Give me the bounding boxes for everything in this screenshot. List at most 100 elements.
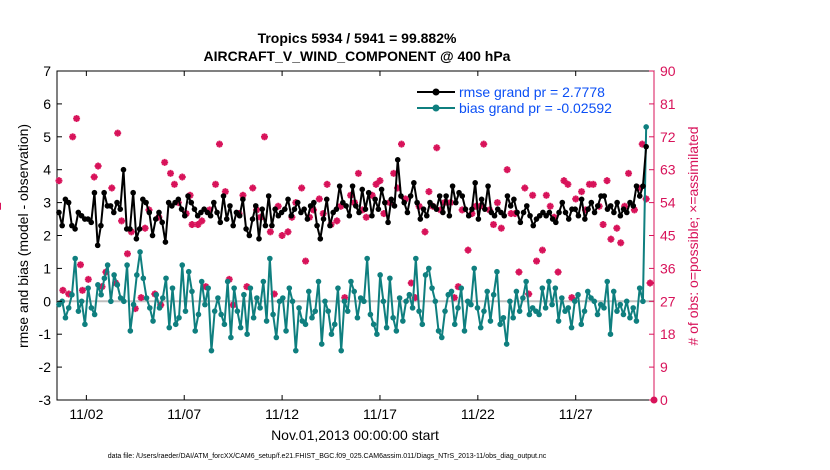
bias-point <box>403 298 409 305</box>
rmse-point <box>236 212 243 219</box>
rmse-point <box>214 209 220 216</box>
rmse-point <box>259 206 266 212</box>
bias-point <box>571 298 578 305</box>
bias-point <box>62 314 69 321</box>
y-left-tick-label: 1 <box>43 260 51 276</box>
obs-count-marker <box>529 191 537 199</box>
y-axis-right-label: # of obs: o=possible; ×=assimilated <box>685 126 701 345</box>
obs-count-marker <box>546 202 554 210</box>
bias-point <box>270 311 276 318</box>
rmse-point <box>246 232 253 239</box>
rmse-point <box>207 212 214 219</box>
rmse-point <box>320 216 327 222</box>
bias-point <box>448 288 455 295</box>
rmse-point <box>527 212 533 219</box>
y-axis-left-ticks: -3 -2 -1 0 1 2 3 4 5 6 7 <box>39 63 62 408</box>
bias-point <box>283 328 289 334</box>
rmse-point <box>356 209 362 216</box>
rmse-point <box>240 196 246 203</box>
bias-point <box>318 341 325 347</box>
obs-count-marker <box>397 140 405 148</box>
y-right-tick-label: 18 <box>660 326 676 342</box>
bias-point <box>484 288 491 295</box>
bias-point <box>322 298 328 305</box>
rmse-point <box>572 206 578 212</box>
legend: rmse grand pr = 2.7778 bias grand pr = -… <box>417 84 612 116</box>
rmse-point <box>294 199 301 206</box>
y-left-tick-label: 2 <box>43 228 51 244</box>
rmse-point <box>88 219 95 226</box>
legend-bias-label: bias grand pr = -0.02592 <box>459 100 612 116</box>
obs-count-marker <box>493 199 501 207</box>
bias-point <box>627 314 633 321</box>
bias-point <box>383 324 390 331</box>
obs-count-marker <box>333 217 341 225</box>
rmse-point <box>136 226 143 232</box>
bias-point <box>189 288 195 295</box>
y-right-tick-label: 27 <box>660 293 676 309</box>
rmse-point <box>582 216 588 222</box>
rmse-point <box>98 222 104 229</box>
rmse-point <box>185 193 191 199</box>
obs-count-marker <box>613 224 621 232</box>
rmse-point <box>362 206 369 212</box>
obs-count-marker <box>118 217 126 225</box>
bias-point <box>289 298 296 305</box>
rmse-point <box>378 186 385 193</box>
bias-point <box>202 301 208 308</box>
bias-point <box>78 298 85 305</box>
obs-count-marker <box>161 158 169 166</box>
bias-point <box>247 285 254 291</box>
bias-point <box>354 314 361 321</box>
bias-point <box>607 331 614 338</box>
bias-point <box>435 328 442 334</box>
rmse-point <box>504 193 511 199</box>
bias-point <box>497 321 503 328</box>
rmse-point <box>327 222 333 229</box>
bias-point <box>422 272 429 278</box>
rmse-point <box>272 206 278 212</box>
obs-count-marker <box>458 206 466 214</box>
rmse-point <box>507 203 514 209</box>
rmse-point <box>414 199 420 206</box>
bias-point <box>267 255 273 262</box>
bias-point <box>429 285 435 291</box>
bias-point <box>244 331 250 338</box>
bias-point <box>594 311 601 318</box>
rmse-point <box>91 189 98 196</box>
bias-point <box>380 298 387 305</box>
bias-point <box>542 305 549 311</box>
rmse-point <box>120 166 127 173</box>
bias-point <box>620 311 627 318</box>
rmse-point <box>462 206 469 212</box>
rmse-point <box>375 206 382 212</box>
bias-point <box>159 295 166 301</box>
obs-count-marker <box>425 188 433 196</box>
bias-point <box>636 285 643 291</box>
obs-count-marker <box>73 115 81 123</box>
plot-area <box>56 70 655 401</box>
rmse-point <box>643 143 649 150</box>
rmse-point <box>556 209 562 216</box>
rmse-point <box>314 222 320 229</box>
bias-point <box>104 262 111 268</box>
rmse-point <box>607 203 614 209</box>
bias-point <box>364 255 370 262</box>
rmse-point <box>585 206 591 212</box>
bias-point <box>163 275 169 282</box>
rmse-point <box>162 239 169 245</box>
y-left-tick-label: 6 <box>43 96 51 112</box>
bias-point <box>325 308 332 314</box>
obs-count-marker <box>55 177 63 185</box>
bias-point <box>263 318 270 324</box>
rmse-point <box>382 199 388 206</box>
rmse-point <box>417 216 424 222</box>
rmse-point <box>394 157 401 163</box>
obs-count-marker <box>542 191 550 199</box>
rmse-point <box>478 196 485 203</box>
bias-point <box>91 311 98 318</box>
bias-point <box>559 295 565 301</box>
bias-point <box>166 324 173 331</box>
y-right-tick-label: 72 <box>660 129 676 145</box>
bias-point <box>315 278 322 285</box>
